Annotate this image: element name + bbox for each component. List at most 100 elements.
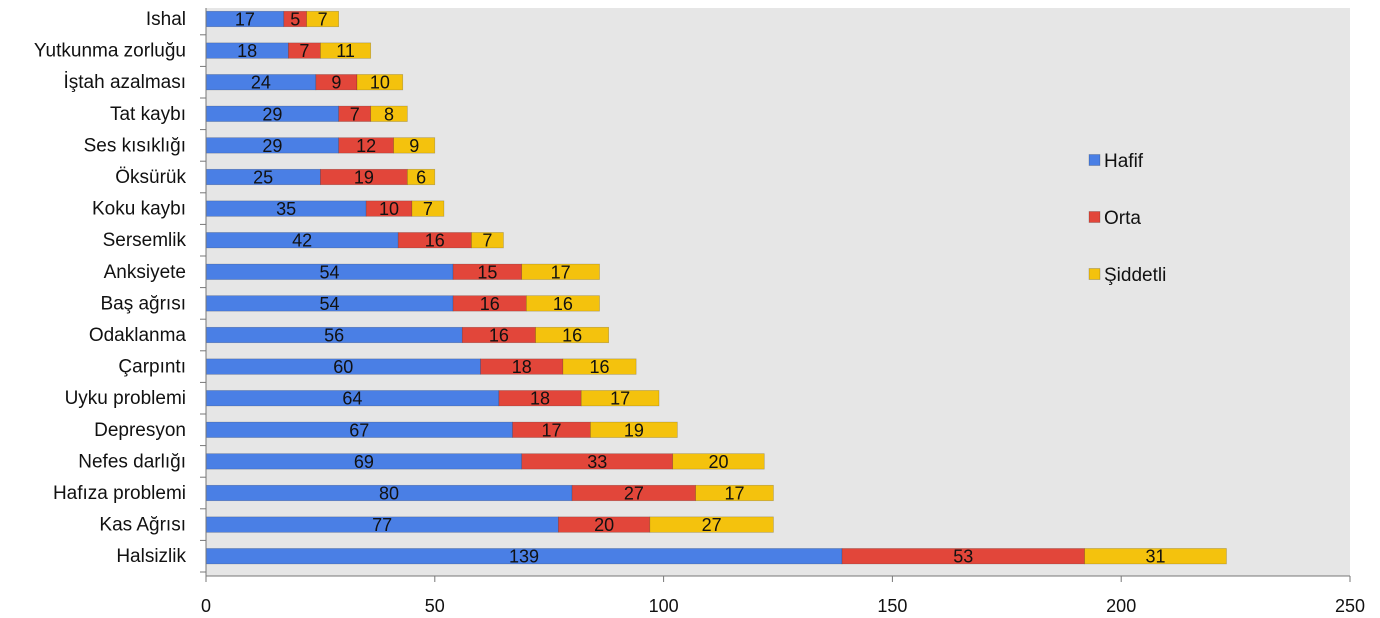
- data-label: 35: [276, 199, 296, 219]
- x-tick-label: 250: [1335, 596, 1365, 616]
- data-label: 9: [331, 73, 341, 93]
- category-label: Ses kısıklığı: [84, 135, 186, 156]
- data-label: 7: [423, 199, 433, 219]
- data-label: 33: [587, 452, 607, 472]
- data-label: 80: [379, 484, 399, 504]
- data-label: 16: [480, 294, 500, 314]
- data-label: 29: [262, 104, 282, 124]
- bar-segment: [526, 295, 600, 312]
- data-label: 16: [425, 231, 445, 251]
- legend-swatch: [1088, 211, 1101, 223]
- data-label: 31: [1146, 547, 1166, 567]
- data-label: 17: [551, 262, 571, 282]
- data-label: 24: [251, 73, 271, 93]
- data-label: 19: [624, 420, 644, 440]
- data-label: 7: [318, 10, 328, 30]
- data-label: 20: [708, 452, 728, 472]
- category-label: Anksiyete: [104, 262, 186, 283]
- data-label: 7: [299, 41, 309, 61]
- category-label: Tat kaybı: [110, 104, 186, 125]
- category-label: Öksürük: [115, 167, 186, 188]
- data-label: 53: [953, 547, 973, 567]
- data-label: 16: [489, 326, 509, 346]
- data-label: 8: [384, 104, 394, 124]
- data-label: 17: [725, 484, 745, 504]
- legend: Hafif Orta Şiddetli: [1088, 151, 1166, 286]
- bar-segment: [672, 453, 765, 470]
- bar-segment: [370, 105, 408, 122]
- data-label: 5: [290, 10, 300, 30]
- data-label: 25: [253, 168, 273, 188]
- category-label: Depresyon: [94, 420, 186, 441]
- data-label: 77: [372, 515, 392, 535]
- x-tick-label: 0: [201, 596, 211, 616]
- bar-segment: [471, 232, 504, 249]
- data-label: 18: [512, 357, 532, 377]
- data-label: 16: [562, 326, 582, 346]
- category-label: Halsizlik: [116, 546, 186, 567]
- bar-segment: [411, 200, 445, 217]
- bar-segment: [1084, 548, 1227, 565]
- bar-segment: [580, 390, 660, 407]
- category-label: Çarpıntı: [118, 357, 186, 378]
- category-label: Uyku problemi: [65, 388, 186, 409]
- x-tick-label: 50: [425, 596, 445, 616]
- data-label: 69: [354, 452, 374, 472]
- category-label: Baş ağrısı: [100, 293, 186, 314]
- data-label: 54: [320, 294, 340, 314]
- legend-label: Şiddetli: [1104, 265, 1166, 286]
- x-tick-label: 200: [1106, 596, 1136, 616]
- data-label: 16: [590, 357, 610, 377]
- x-tick-label: 150: [877, 596, 907, 616]
- data-label: 11: [336, 41, 355, 61]
- data-label: 18: [237, 41, 257, 61]
- category-label: Odaklanma: [89, 325, 187, 346]
- data-label: 139: [509, 547, 539, 567]
- x-tick-label: 100: [649, 596, 679, 616]
- data-label: 17: [541, 420, 561, 440]
- bar-segment: [590, 421, 678, 438]
- bar-segment: [695, 484, 774, 502]
- category-label: Kas Ağrısı: [99, 515, 186, 536]
- bar-segment: [407, 168, 436, 186]
- bar-segment: [320, 42, 372, 59]
- data-label: 7: [350, 104, 360, 124]
- category-label: İştah azalması: [64, 72, 187, 93]
- data-label: 12: [356, 136, 376, 156]
- data-label: 17: [610, 389, 630, 409]
- data-label: 17: [235, 10, 255, 30]
- data-label: 10: [379, 199, 399, 219]
- legend-label: Orta: [1104, 208, 1141, 229]
- category-label: Koku kaybı: [92, 199, 186, 220]
- category-label: Hafıza problemi: [53, 483, 186, 504]
- data-label: 6: [416, 168, 426, 188]
- category-label: Nefes darlığı: [78, 451, 186, 472]
- bar-segment: [521, 263, 600, 280]
- data-label: 18: [530, 389, 550, 409]
- category-label: Sersemlik: [103, 230, 187, 251]
- data-label: 19: [354, 168, 374, 188]
- bar-segment: [356, 74, 404, 91]
- data-label: 16: [553, 294, 573, 314]
- data-label: 42: [292, 231, 312, 251]
- data-label: 15: [477, 262, 497, 282]
- category-labels: Ishal Yutkunma zorluğu İştah azalması Tat k…: [34, 9, 187, 567]
- data-label: 27: [702, 515, 722, 535]
- data-label: 29: [262, 136, 282, 156]
- data-label: 64: [342, 389, 362, 409]
- data-label: 20: [594, 515, 614, 535]
- data-label: 7: [482, 231, 492, 251]
- data-label: 67: [349, 420, 369, 440]
- data-label: 60: [333, 357, 353, 377]
- plot-area: [206, 8, 1350, 576]
- bar-segment: [535, 326, 609, 344]
- bar-segment: [306, 10, 340, 28]
- bar-segment: [562, 358, 637, 375]
- legend-label: Hafif: [1104, 151, 1144, 172]
- legend-swatch: [1088, 154, 1101, 166]
- bar-segment: [649, 516, 774, 533]
- data-label: 27: [624, 484, 644, 504]
